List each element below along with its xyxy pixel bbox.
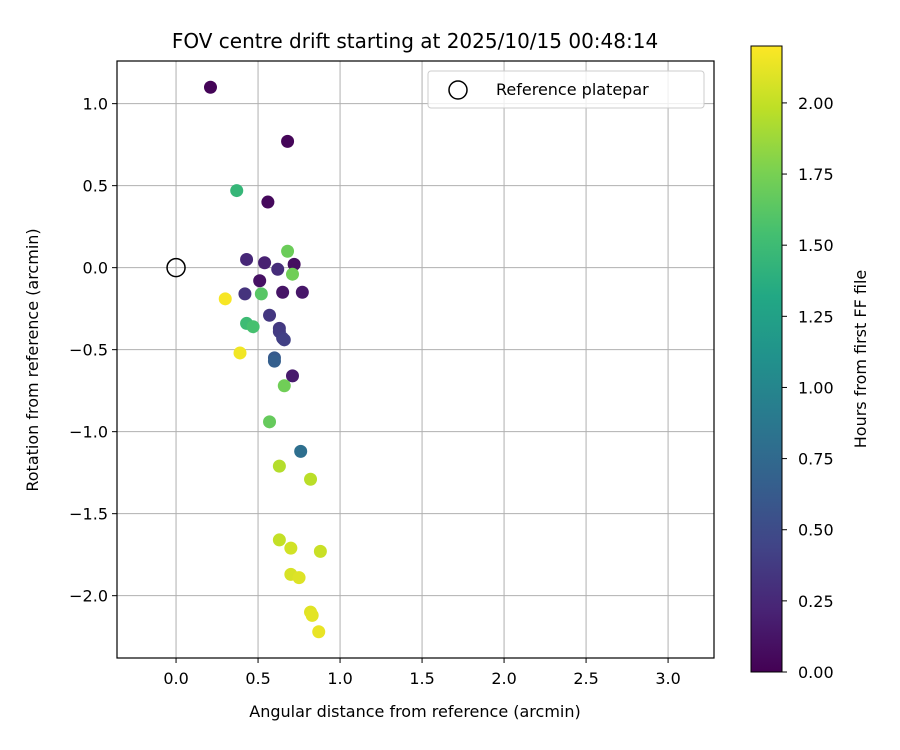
data-point [304,472,318,486]
data-point [261,195,275,209]
data-point [276,285,290,299]
data-point [272,459,286,473]
x-tick-label: 1.5 [409,669,434,688]
data-point [203,80,217,94]
data-point [233,346,247,360]
plot-frame [116,60,715,659]
y-tick-label: 0.5 [83,177,108,196]
data-point [305,608,319,622]
data-point [254,287,268,301]
legend: Reference platepar [427,70,705,109]
data-point [238,287,252,301]
data-point [285,369,299,383]
x-axis-label: Angular distance from reference (arcmin) [249,702,580,721]
data-point [258,256,272,270]
data-point [294,444,308,458]
data-point [284,541,298,555]
colorbar: 0.00 0.25 0.50 0.75 1.00 1.25 1.50 1.75 2.00 Hou… [750,45,870,682]
data-point [272,533,286,547]
y-tick-label: 0.0 [83,259,108,278]
reference-platepar-marker [166,257,186,278]
y-tick-label: −2.0 [69,587,108,606]
data-points [203,80,327,639]
data-point [263,415,277,429]
data-point [312,625,326,639]
colorbar-gradient [750,45,783,673]
y-tick-label: 1.0 [83,95,108,114]
y-tick-label: −1.0 [69,423,108,442]
x-tick-label: 0.5 [245,669,270,688]
data-point [313,544,327,558]
data-point [218,292,232,306]
data-point [287,257,301,271]
legend-label: Reference platepar [496,80,649,99]
x-tick-label: 3.0 [655,669,680,688]
data-point [246,320,260,334]
colorbar-tick-label: 1.75 [798,165,834,184]
data-point [281,134,295,148]
x-axis-ticks: 0.0 0.5 1.0 1.5 2.0 2.5 3.0 [163,658,681,688]
colorbar-tick-label: 2.00 [798,94,834,113]
colorbar-tick-label: 0.25 [798,592,834,611]
colorbar-tick-label: 1.25 [798,307,834,326]
x-tick-label: 1.0 [327,669,352,688]
grid-lines [117,61,714,658]
colorbar-label: Hours from first FF file [851,270,870,449]
data-point [285,267,299,281]
x-tick-label: 2.0 [491,669,516,688]
data-point [267,354,281,368]
data-point [240,252,254,266]
data-point [263,308,277,322]
y-tick-label: −1.5 [69,505,108,524]
colorbar-tick-label: 0.75 [798,450,834,469]
data-point [230,184,244,198]
colorbar-tick-label: 1.50 [798,236,834,255]
chart-title: FOV centre drift starting at 2025/10/15 … [172,29,658,53]
data-point [253,274,267,288]
data-point [292,571,306,585]
y-tick-label: −0.5 [69,341,108,360]
data-point [271,262,285,276]
colorbar-tick-label: 0.00 [798,663,834,682]
data-point [281,244,295,258]
y-axis-ticks: 1.0 0.5 0.0 −0.5 −1.0 −1.5 −2.0 [69,95,117,606]
legend-marker-icon [448,80,468,100]
y-axis-label: Rotation from reference (arcmin) [23,228,42,491]
data-point [295,285,309,299]
x-tick-label: 0.0 [163,669,188,688]
data-point [277,333,291,347]
data-point [277,379,291,393]
x-tick-label: 2.5 [573,669,598,688]
colorbar-tick-label: 1.00 [798,378,834,397]
colorbar-ticks: 0.00 0.25 0.50 0.75 1.00 1.25 1.50 1.75 2.00 [782,94,834,682]
colorbar-tick-label: 0.50 [798,521,834,540]
legend-box [427,70,705,109]
